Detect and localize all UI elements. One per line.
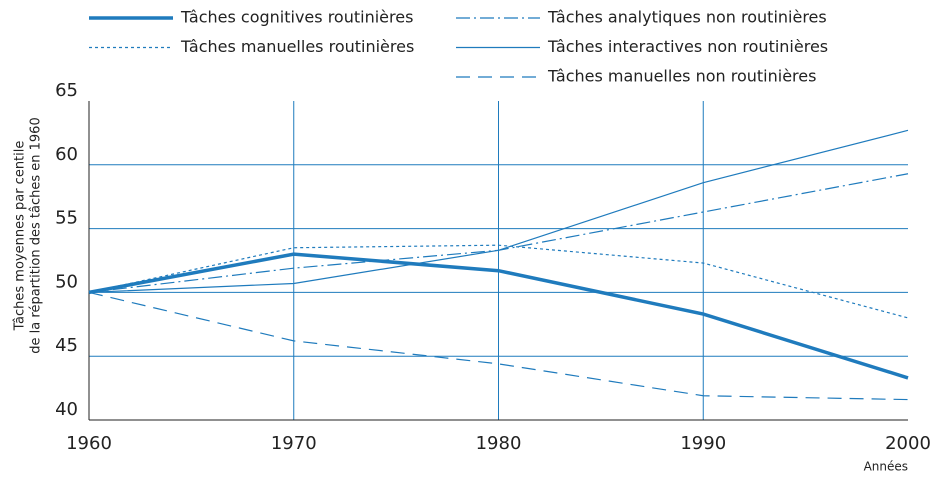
y-tick-label: 55 <box>55 208 78 229</box>
legend-label: Tâches manuelles non routinières <box>547 67 816 86</box>
legend-label: Tâches analytiques non routinières <box>547 8 827 27</box>
legend-label: Tâches cognitives routinières <box>180 8 413 27</box>
x-axis-label: Années <box>864 460 908 474</box>
x-tick-label: 1990 <box>680 433 726 454</box>
series-line <box>88 244 909 319</box>
y-tick-label: 65 <box>55 80 78 101</box>
y-tick-label: 45 <box>55 335 78 356</box>
x-tick-label: 1970 <box>271 433 317 454</box>
y-tick-label: 60 <box>55 144 78 165</box>
series-line <box>88 252 909 380</box>
y-axis-label: de la répartition des tâches en 1960 <box>29 117 44 353</box>
x-tick-label: 1980 <box>476 433 522 454</box>
series-line <box>88 291 909 401</box>
x-tick-label: 1960 <box>66 433 112 454</box>
x-tick-label: 2000 <box>885 433 931 454</box>
legend-label: Tâches interactives non routinières <box>547 37 828 56</box>
y-axis-label: Tâches moyennes par centile <box>13 141 28 332</box>
legend-label: Tâches manuelles routinières <box>180 37 414 56</box>
y-tick-label: 50 <box>55 271 78 292</box>
y-tick-label: 40 <box>55 399 78 420</box>
series-line <box>88 129 909 293</box>
